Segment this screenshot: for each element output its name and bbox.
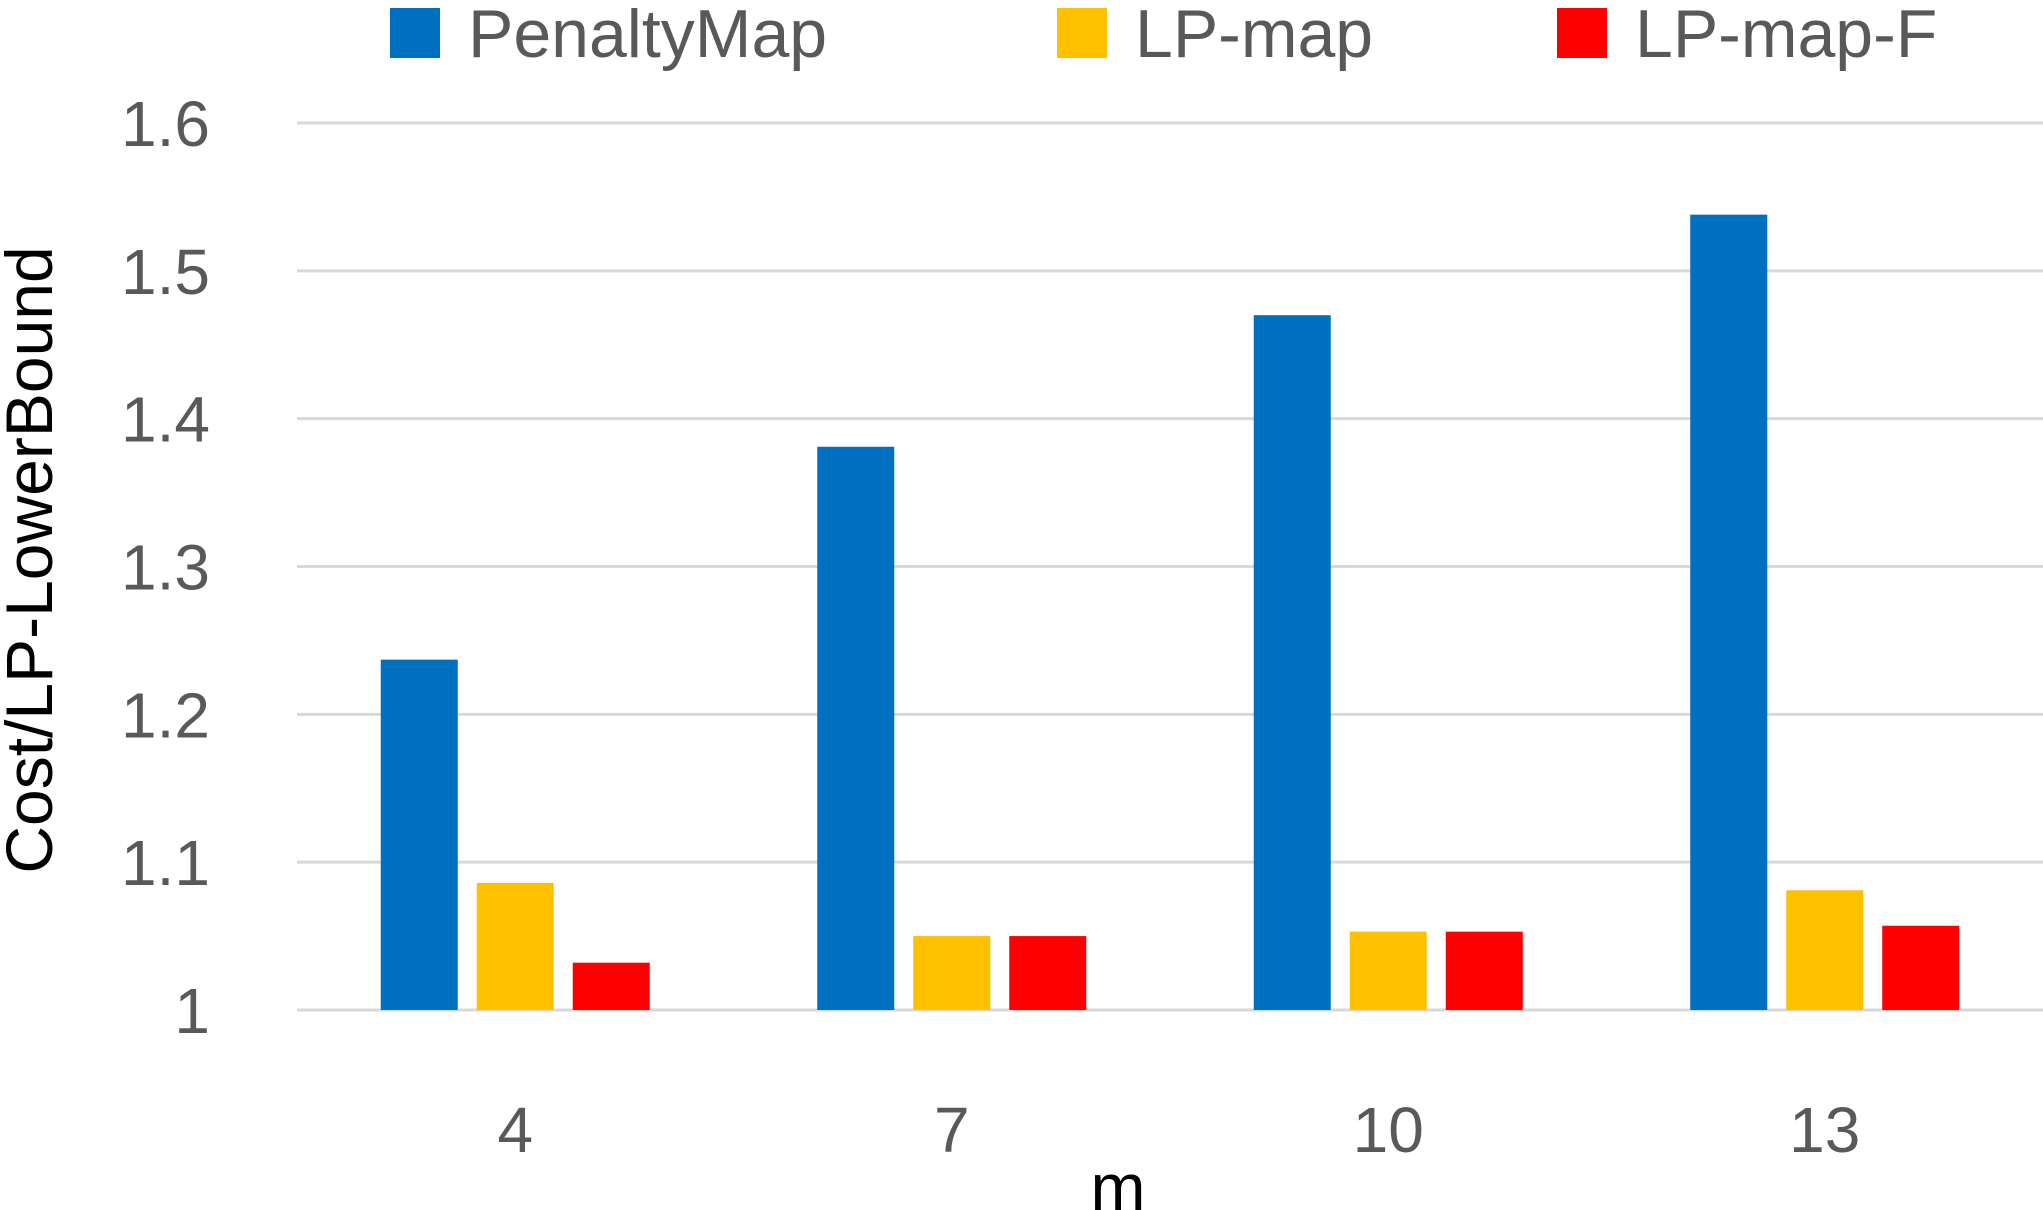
bar-lp-map-m4 [476,882,554,1010]
y-tick-label: 1.4 [121,384,210,456]
legend: PenaltyMap LP-map LP-map-F [390,0,1937,72]
legend-label: PenaltyMap [468,0,827,72]
bar-penaltymap-m13 [1690,214,1768,1010]
legend-swatch-lp-map [1057,8,1107,58]
y-axis-title: Cost/LP-LowerBound [0,246,66,873]
y-tick-label: 1.1 [121,827,210,899]
x-axis-title: m [1091,1150,1146,1210]
bar-lp-map-f-m4 [572,962,650,1010]
x-tick-label: 10 [1353,1094,1424,1166]
x-tick-label: 4 [497,1094,533,1166]
bar-lp-map-f-m7 [1009,936,1087,1010]
bar-lp-map-m10 [1349,931,1427,1010]
bar-penaltymap-m7 [817,446,895,1010]
bar-lp-map-f-m10 [1445,931,1523,1010]
bar-penaltymap-m10 [1253,315,1331,1010]
bar-lp-map-f-m13 [1882,925,1960,1010]
bar-lp-map-m7 [913,936,991,1010]
y-axis-ticks: 1 1.1 1.2 1.3 1.4 1.5 1.6 [121,88,210,1047]
y-tick-label: 1.5 [121,236,210,308]
y-tick-label: 1.3 [121,532,210,604]
x-tick-label: 13 [1789,1094,1860,1166]
y-tick-label: 1.6 [121,88,210,160]
legend-swatch-lp-map-f [1557,8,1607,58]
bars [380,214,1960,1010]
legend-swatch-penaltymap [390,8,440,58]
legend-label: LP-map-F [1635,0,1937,72]
x-axis-ticks: 4 7 10 13 [497,1094,1860,1166]
y-tick-label: 1 [174,975,210,1047]
bar-lp-map-m13 [1786,890,1864,1010]
legend-label: LP-map [1135,0,1373,72]
x-tick-label: 7 [934,1094,970,1166]
y-tick-label: 1.2 [121,679,210,751]
gridlines [297,121,2043,1012]
bar-penaltymap-m4 [380,659,458,1010]
